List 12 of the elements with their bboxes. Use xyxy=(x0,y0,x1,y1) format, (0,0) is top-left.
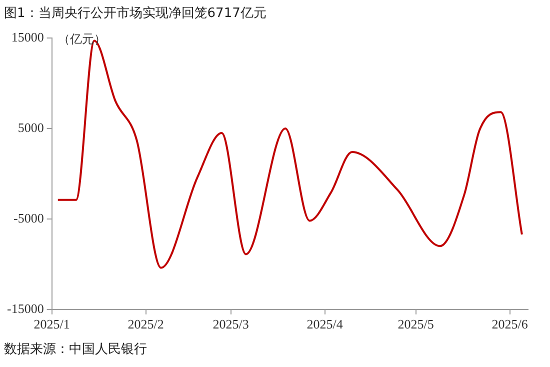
x-tick-label: 2025/4 xyxy=(306,316,344,332)
chart-title: 图1：当周央行公开市场实现净回笼6717亿元 xyxy=(4,5,266,22)
y-tick-label: -15000 xyxy=(6,300,44,316)
x-tick-label: 2025/5 xyxy=(398,316,434,332)
x-tick-label: 2025/6 xyxy=(492,316,528,332)
x-tick-label: 2025/2 xyxy=(128,316,164,332)
x-tick-label: 2025/1 xyxy=(34,316,70,332)
x-tick-label: 2025/3 xyxy=(212,316,249,332)
y-tick-label: -5000 xyxy=(13,210,44,226)
source-note: 数据来源：中国人民银行 xyxy=(4,341,147,358)
y-tick-label: 5000 xyxy=(18,120,44,135)
y-tick-label: 15000 xyxy=(11,29,44,44)
